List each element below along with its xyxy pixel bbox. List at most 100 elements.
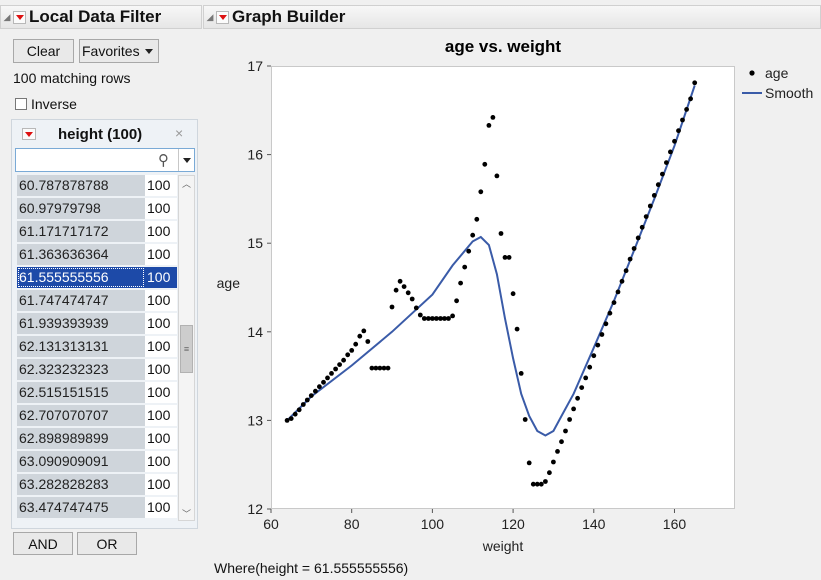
data-point bbox=[559, 439, 564, 445]
legend-smooth-label: Smooth bbox=[765, 85, 813, 101]
scroll-down-icon[interactable]: ﹀ bbox=[181, 508, 191, 519]
favorites-label: Favorites bbox=[82, 43, 140, 59]
list-item[interactable]: 62.515151515 100 bbox=[17, 382, 177, 403]
x-tick-label: 140 bbox=[582, 516, 606, 532]
red-triangle-menu-icon[interactable] bbox=[13, 10, 26, 24]
data-point bbox=[329, 371, 334, 376]
list-item[interactable]: 60.787878788 100 bbox=[17, 175, 177, 196]
list-item[interactable]: 62.898989899 100 bbox=[17, 428, 177, 449]
inverse-checkbox[interactable] bbox=[15, 98, 27, 110]
y-tick-label: 14 bbox=[247, 324, 263, 340]
list-item[interactable]: 61.555555556 100 bbox=[17, 267, 177, 288]
list-item[interactable]: 63.282828283 100 bbox=[17, 474, 177, 495]
close-icon[interactable]: × bbox=[175, 125, 184, 141]
list-item-count: 100 bbox=[145, 451, 177, 472]
list-item[interactable]: 61.939393939 100 bbox=[17, 313, 177, 334]
list-item-count: 100 bbox=[145, 244, 177, 265]
data-point bbox=[579, 385, 585, 390]
data-point bbox=[409, 296, 415, 302]
data-point bbox=[401, 284, 407, 289]
list-item-value: 63.474747475 bbox=[17, 497, 145, 518]
data-point bbox=[373, 365, 379, 371]
data-point bbox=[607, 310, 613, 316]
list-item-count: 100 bbox=[145, 221, 177, 242]
legend-age-label: age bbox=[765, 65, 789, 81]
data-point bbox=[466, 248, 472, 254]
list-item[interactable]: 61.171717172 100 bbox=[17, 221, 177, 242]
data-point bbox=[494, 173, 500, 179]
y-tick-label: 15 bbox=[247, 235, 263, 251]
list-item[interactable]: 61.363636364 100 bbox=[17, 244, 177, 265]
list-item-value: 63.282828283 bbox=[17, 474, 145, 495]
list-item-count: 100 bbox=[145, 497, 177, 518]
data-point bbox=[478, 189, 484, 195]
data-point bbox=[470, 232, 476, 238]
dropdown-arrow-icon bbox=[144, 48, 153, 54]
red-triangle-menu-icon[interactable] bbox=[22, 128, 36, 140]
data-point bbox=[514, 326, 520, 332]
data-point bbox=[450, 313, 455, 319]
list-item-value: 62.707070707 bbox=[17, 405, 145, 426]
data-point bbox=[296, 407, 302, 413]
data-point bbox=[308, 393, 314, 398]
local-data-filter-header: ◢ Local Data Filter bbox=[0, 5, 202, 29]
data-point bbox=[627, 256, 633, 262]
list-item[interactable]: 63.474747475 100 bbox=[17, 497, 177, 518]
filter-header: height (100) × bbox=[12, 120, 197, 148]
data-point bbox=[349, 348, 355, 353]
data-point bbox=[595, 342, 601, 348]
data-point bbox=[684, 107, 689, 112]
search-icon[interactable]: ⚲ bbox=[158, 152, 169, 169]
or-button[interactable]: OR bbox=[77, 532, 137, 555]
list-item[interactable]: 62.131313131 100 bbox=[17, 336, 177, 357]
data-point bbox=[397, 278, 403, 284]
and-button[interactable]: AND bbox=[13, 532, 73, 555]
y-tick-label: 17 bbox=[247, 58, 263, 74]
collapse-triangle-icon[interactable]: ◢ bbox=[206, 11, 214, 22]
matching-rows-text: 100 matching rows bbox=[13, 70, 131, 86]
list-item-value: 60.787878788 bbox=[17, 175, 145, 196]
y-axis-label: age bbox=[217, 275, 241, 291]
data-point bbox=[567, 417, 572, 422]
data-point bbox=[377, 365, 383, 371]
data-point bbox=[647, 203, 653, 209]
data-point bbox=[551, 459, 556, 465]
list-item-value: 62.131313131 bbox=[17, 336, 145, 357]
list-item[interactable]: 61.747474747 100 bbox=[17, 290, 177, 311]
list-item-count: 100 bbox=[145, 405, 177, 426]
data-point bbox=[333, 366, 338, 372]
list-item[interactable]: 62.323232323 100 bbox=[17, 359, 177, 380]
red-triangle-menu-icon[interactable] bbox=[216, 10, 229, 24]
list-scrollbar[interactable]: ︿ ≡ ﹀ bbox=[178, 175, 195, 521]
list-item-value: 61.363636364 bbox=[17, 244, 145, 265]
list-item-value: 61.939393939 bbox=[17, 313, 145, 334]
list-item[interactable]: 62.707070707 100 bbox=[17, 405, 177, 426]
scroll-up-icon[interactable]: ︿ bbox=[181, 178, 191, 189]
data-point bbox=[321, 379, 326, 385]
x-tick-label: 120 bbox=[501, 516, 525, 532]
data-point bbox=[288, 416, 294, 421]
data-point bbox=[688, 96, 693, 102]
data-point bbox=[530, 481, 536, 487]
data-point bbox=[353, 341, 359, 347]
data-point bbox=[438, 316, 443, 321]
search-dropdown-button[interactable] bbox=[178, 149, 195, 171]
list-item-value: 61.747474747 bbox=[17, 290, 145, 311]
data-point bbox=[615, 289, 621, 295]
favorites-button[interactable]: Favorites bbox=[79, 39, 159, 63]
data-point bbox=[587, 364, 593, 370]
clear-button[interactable]: Clear bbox=[13, 39, 74, 63]
graph-builder-header: ◢ Graph Builder bbox=[203, 5, 821, 29]
filter-search-box[interactable]: ⚲ bbox=[15, 148, 195, 172]
data-point bbox=[631, 246, 637, 251]
list-item[interactable]: 60.97979798 100 bbox=[17, 198, 177, 219]
list-item-value: 62.898989899 bbox=[17, 428, 145, 449]
data-point bbox=[474, 216, 480, 222]
data-point bbox=[555, 449, 560, 454]
list-item[interactable]: 63.090909091 100 bbox=[17, 451, 177, 472]
data-point bbox=[692, 80, 698, 86]
collapse-triangle-icon[interactable]: ◢ bbox=[3, 11, 11, 22]
data-point bbox=[430, 316, 435, 321]
scroll-thumb[interactable]: ≡ bbox=[180, 325, 193, 373]
